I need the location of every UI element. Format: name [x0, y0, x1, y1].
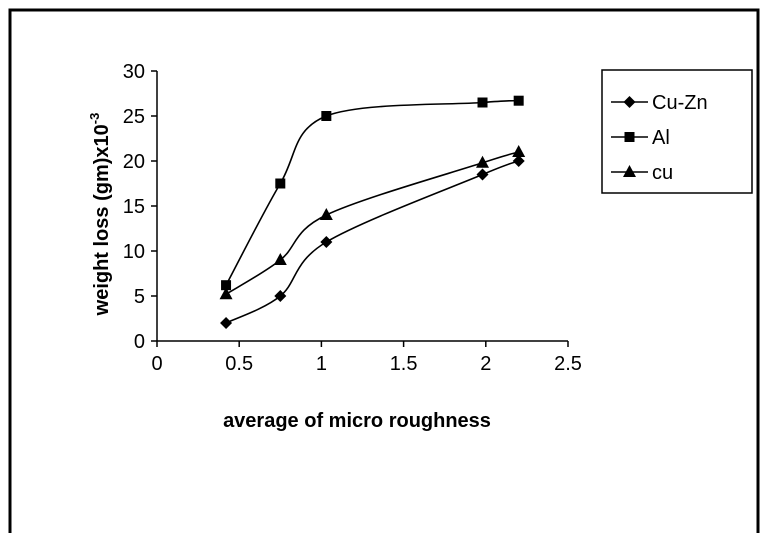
- y-tick-label: 15: [123, 196, 145, 218]
- series-al-point: [221, 280, 232, 291]
- series-cu-zn-point: [320, 236, 333, 248]
- series-cu-zn-line: [225, 160, 519, 324]
- y-tick-label: 10: [123, 241, 145, 263]
- y-tick-label: 30: [123, 61, 145, 83]
- x-tick-label: 2: [480, 353, 491, 375]
- series-cu-point: [219, 287, 233, 300]
- series-layer: [219, 95, 526, 329]
- legend-item-cu-zn: Cu-Zn: [611, 92, 708, 114]
- series-al-line: [225, 99, 519, 286]
- legend-label: cu: [652, 162, 673, 184]
- y-axis-title-group: weight loss (gm)x10-3: [87, 113, 113, 317]
- legend-label: Cu-Zn: [652, 92, 708, 114]
- legend-item-cu: cu: [611, 162, 673, 184]
- x-tick-label: 2.5: [554, 353, 582, 375]
- plot-axes: [151, 70, 569, 347]
- series-cu-point: [476, 155, 490, 168]
- series-al-point: [513, 95, 524, 106]
- series-cu-zn: [220, 155, 525, 329]
- series-cu-zn-point: [476, 168, 489, 181]
- series-cu-line: [225, 151, 519, 295]
- svg-text:weight loss (gm)x10-3: weight loss (gm)x10-3: [87, 113, 113, 317]
- legend-marker-al: [624, 132, 635, 142]
- series-cu-zn-point: [220, 317, 233, 329]
- y-tick-label: 25: [123, 106, 145, 128]
- series-al-point: [321, 111, 332, 121]
- x-tick-label: 1.5: [390, 353, 418, 375]
- y-tick-label: 5: [134, 286, 145, 308]
- series-cu-zn-point: [512, 155, 525, 167]
- legend-marker-cu: [623, 165, 636, 177]
- series-al: [221, 95, 524, 291]
- series-cu-point: [512, 145, 526, 157]
- x-axis-title: average of micro roughness: [223, 410, 491, 432]
- series-cu-point: [273, 253, 287, 265]
- legend-item-al: Al: [611, 127, 670, 149]
- series-cu: [219, 145, 526, 300]
- legend: Cu-Zn Al cu: [611, 92, 708, 184]
- legend-label: Al: [652, 127, 670, 149]
- series-al-point: [477, 97, 488, 108]
- x-tick-label: 1: [316, 353, 327, 375]
- x-tick-labels: 0 0.5 1 1.5 2 2.5: [151, 353, 581, 375]
- x-tick-label: 0.5: [225, 353, 253, 375]
- series-cu-point: [319, 208, 333, 220]
- y-tick-label: 20: [123, 151, 145, 173]
- y-tick-label: 0: [134, 331, 145, 353]
- y-axis-title-superscript: -3: [87, 113, 102, 125]
- series-cu-zn-point: [274, 290, 287, 302]
- legend-marker-cu-zn: [623, 96, 636, 108]
- outer-border: [8, 8, 760, 533]
- y-axis-title: weight loss (gm)x10: [91, 124, 113, 316]
- x-tick-label: 0: [151, 353, 162, 375]
- series-al-point: [275, 178, 286, 189]
- y-tick-labels: 0 5 10 15 20 25 30: [123, 61, 145, 353]
